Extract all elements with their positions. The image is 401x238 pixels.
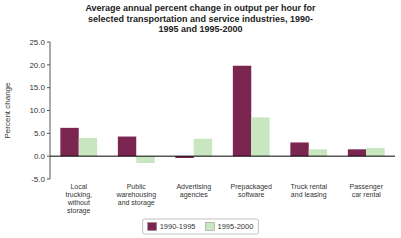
x-tick-label: Localtrucking,withoutstorage	[66, 183, 93, 215]
x-tick-label: Advertisingagencies	[176, 183, 211, 199]
x-tick-label-line: car rental	[352, 191, 382, 198]
zero-line	[50, 156, 395, 157]
legend-frame	[143, 219, 259, 234]
chart: Average annual percent change in output …	[0, 0, 401, 238]
x-tick-label-line: Prepackaged	[231, 183, 272, 191]
x-tick-label: Passengercar rental	[350, 183, 384, 198]
y-tick-label: 0.0	[34, 152, 46, 161]
x-tick-label-line: without	[67, 199, 90, 206]
title-line: selected transportation and service indu…	[88, 14, 313, 24]
y-tick-label: 10.0	[29, 106, 45, 115]
x-tick-label-line: Passenger	[350, 183, 384, 191]
legend-label: 1995-2000	[218, 222, 254, 231]
y-tick-label: 5.0	[34, 129, 46, 138]
y-tick-label: -5.0	[31, 175, 45, 184]
bar	[79, 138, 97, 156]
bar	[251, 117, 269, 156]
x-tick-label-line: and storage	[118, 199, 155, 207]
x-tick-label: Publicwarehousingand storage	[115, 183, 156, 207]
x-tick-label-line: agencies	[180, 191, 209, 199]
bar	[136, 156, 154, 163]
y-tick-label: 20.0	[29, 61, 45, 70]
x-tick-label: Truck rentaland leasing	[290, 183, 327, 199]
x-tick-label-line: storage	[67, 207, 90, 215]
bars	[60, 66, 384, 163]
y-axis-label: Percent change	[3, 82, 12, 139]
legend-swatch	[206, 223, 215, 231]
bar	[194, 139, 212, 156]
x-tick-label: Prepackagedsoftware	[231, 183, 272, 198]
x-tick-label-line: Truck rental	[290, 183, 327, 190]
x-tick-label-line: Local	[70, 183, 87, 190]
bar	[233, 66, 251, 156]
y-axis	[50, 42, 51, 179]
x-tick-label-line: trucking,	[66, 191, 93, 199]
title-line: 1995 and 1995-2000	[158, 24, 242, 34]
bar	[290, 142, 308, 156]
legend-label: 1990-1995	[160, 222, 196, 231]
x-tick-label-line: Advertising	[176, 183, 211, 191]
bar	[309, 149, 327, 156]
x-tick-label-line: and leasing	[291, 191, 327, 199]
title: Average annual percent change in output …	[85, 3, 316, 34]
x-tick-label-line: software	[238, 191, 265, 198]
legend-swatch	[148, 223, 157, 231]
y-tick-label: 25.0	[29, 38, 45, 47]
title-line: Average annual percent change in output …	[85, 3, 316, 13]
bar	[366, 148, 384, 156]
bar	[348, 149, 366, 156]
bar	[60, 128, 78, 156]
x-tick-label-line: warehousing	[115, 191, 156, 199]
x-tick-label-line: Public	[127, 183, 147, 190]
bar	[118, 137, 136, 157]
y-tick-label: 15.0	[29, 83, 45, 92]
legend: 1990-1995 1995-2000	[143, 219, 259, 234]
